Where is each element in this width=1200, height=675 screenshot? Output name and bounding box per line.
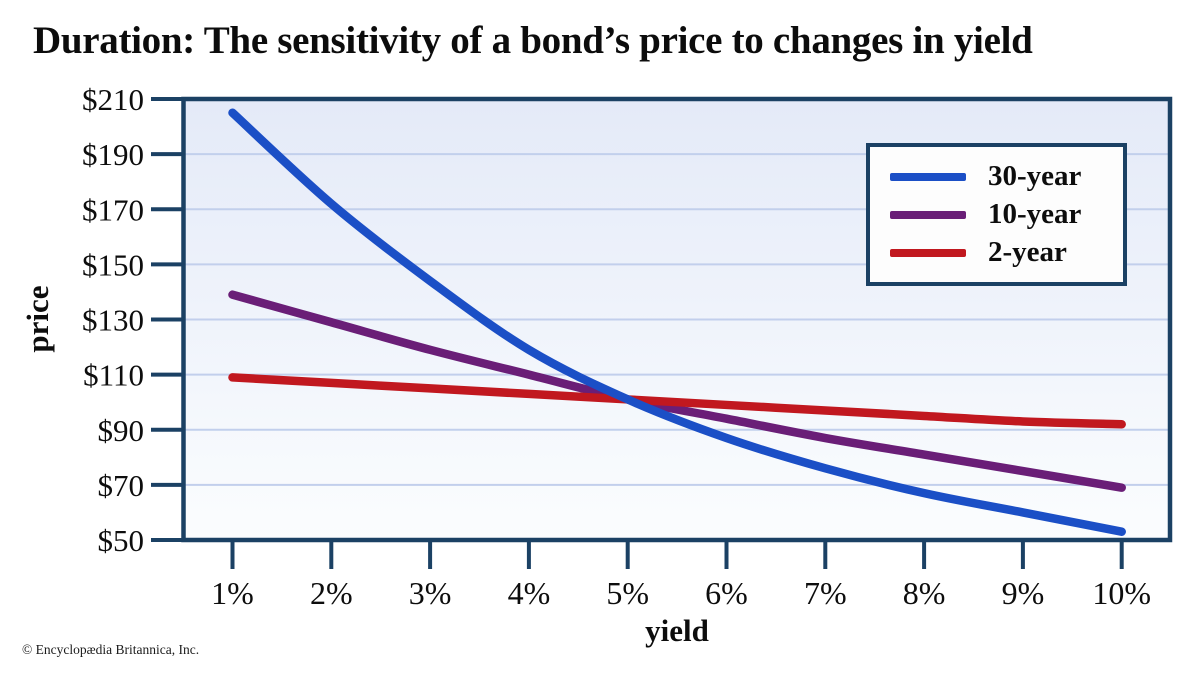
curve-10-year xyxy=(228,290,1126,492)
x-tick-label: 4% xyxy=(508,575,551,611)
x-tick-label: 10% xyxy=(1092,575,1151,611)
legend-item-10-year: 10-year xyxy=(890,200,1123,229)
legend-swatch-30-year xyxy=(890,172,966,181)
y-tick-label: $210 xyxy=(82,82,144,117)
x-tick-label: 3% xyxy=(409,575,452,611)
legend-label-30-year: 30-year xyxy=(988,160,1082,192)
y-tick-label: $170 xyxy=(82,192,144,227)
plot-frame xyxy=(181,96,1173,543)
x-tick-label: 6% xyxy=(705,575,748,611)
legend-label-10-year: 10-year xyxy=(988,198,1082,230)
x-tick-label: 9% xyxy=(1002,575,1045,611)
legend-item-30-year: 30-year xyxy=(890,162,1123,191)
y-tick-label: $150 xyxy=(82,247,144,282)
x-tick-label: 1% xyxy=(211,575,254,611)
curve-2-year xyxy=(228,373,1126,429)
y-tick-label: $50 xyxy=(98,523,145,558)
y-tick-label: $190 xyxy=(82,137,144,172)
y-tick-label: $130 xyxy=(82,303,144,338)
curve-30-year xyxy=(228,108,1126,536)
y-tick-label: $110 xyxy=(83,358,144,393)
x-tick-label: 2% xyxy=(310,575,353,611)
legend: 30-year 10-year 2-year xyxy=(866,143,1127,286)
copyright-notice: © Encyclopædia Britannica, Inc. xyxy=(22,642,200,657)
legend-label-2-year: 2-year xyxy=(988,236,1067,268)
legend-swatch-2-year xyxy=(890,248,966,257)
y-tick-label: $70 xyxy=(98,468,145,503)
chart-title: Duration: The sensitivity of a bond’s pr… xyxy=(33,19,1033,62)
x-axis-title: yield xyxy=(645,613,709,648)
legend-item-2-year: 2-year xyxy=(890,238,1123,267)
x-tick-label: 8% xyxy=(903,575,946,611)
y-axis-title: price xyxy=(20,285,55,352)
y-tick-label: $90 xyxy=(98,413,145,448)
legend-swatch-10-year xyxy=(890,210,966,219)
x-tick-label: 5% xyxy=(606,575,649,611)
x-tick-label: 7% xyxy=(804,575,847,611)
